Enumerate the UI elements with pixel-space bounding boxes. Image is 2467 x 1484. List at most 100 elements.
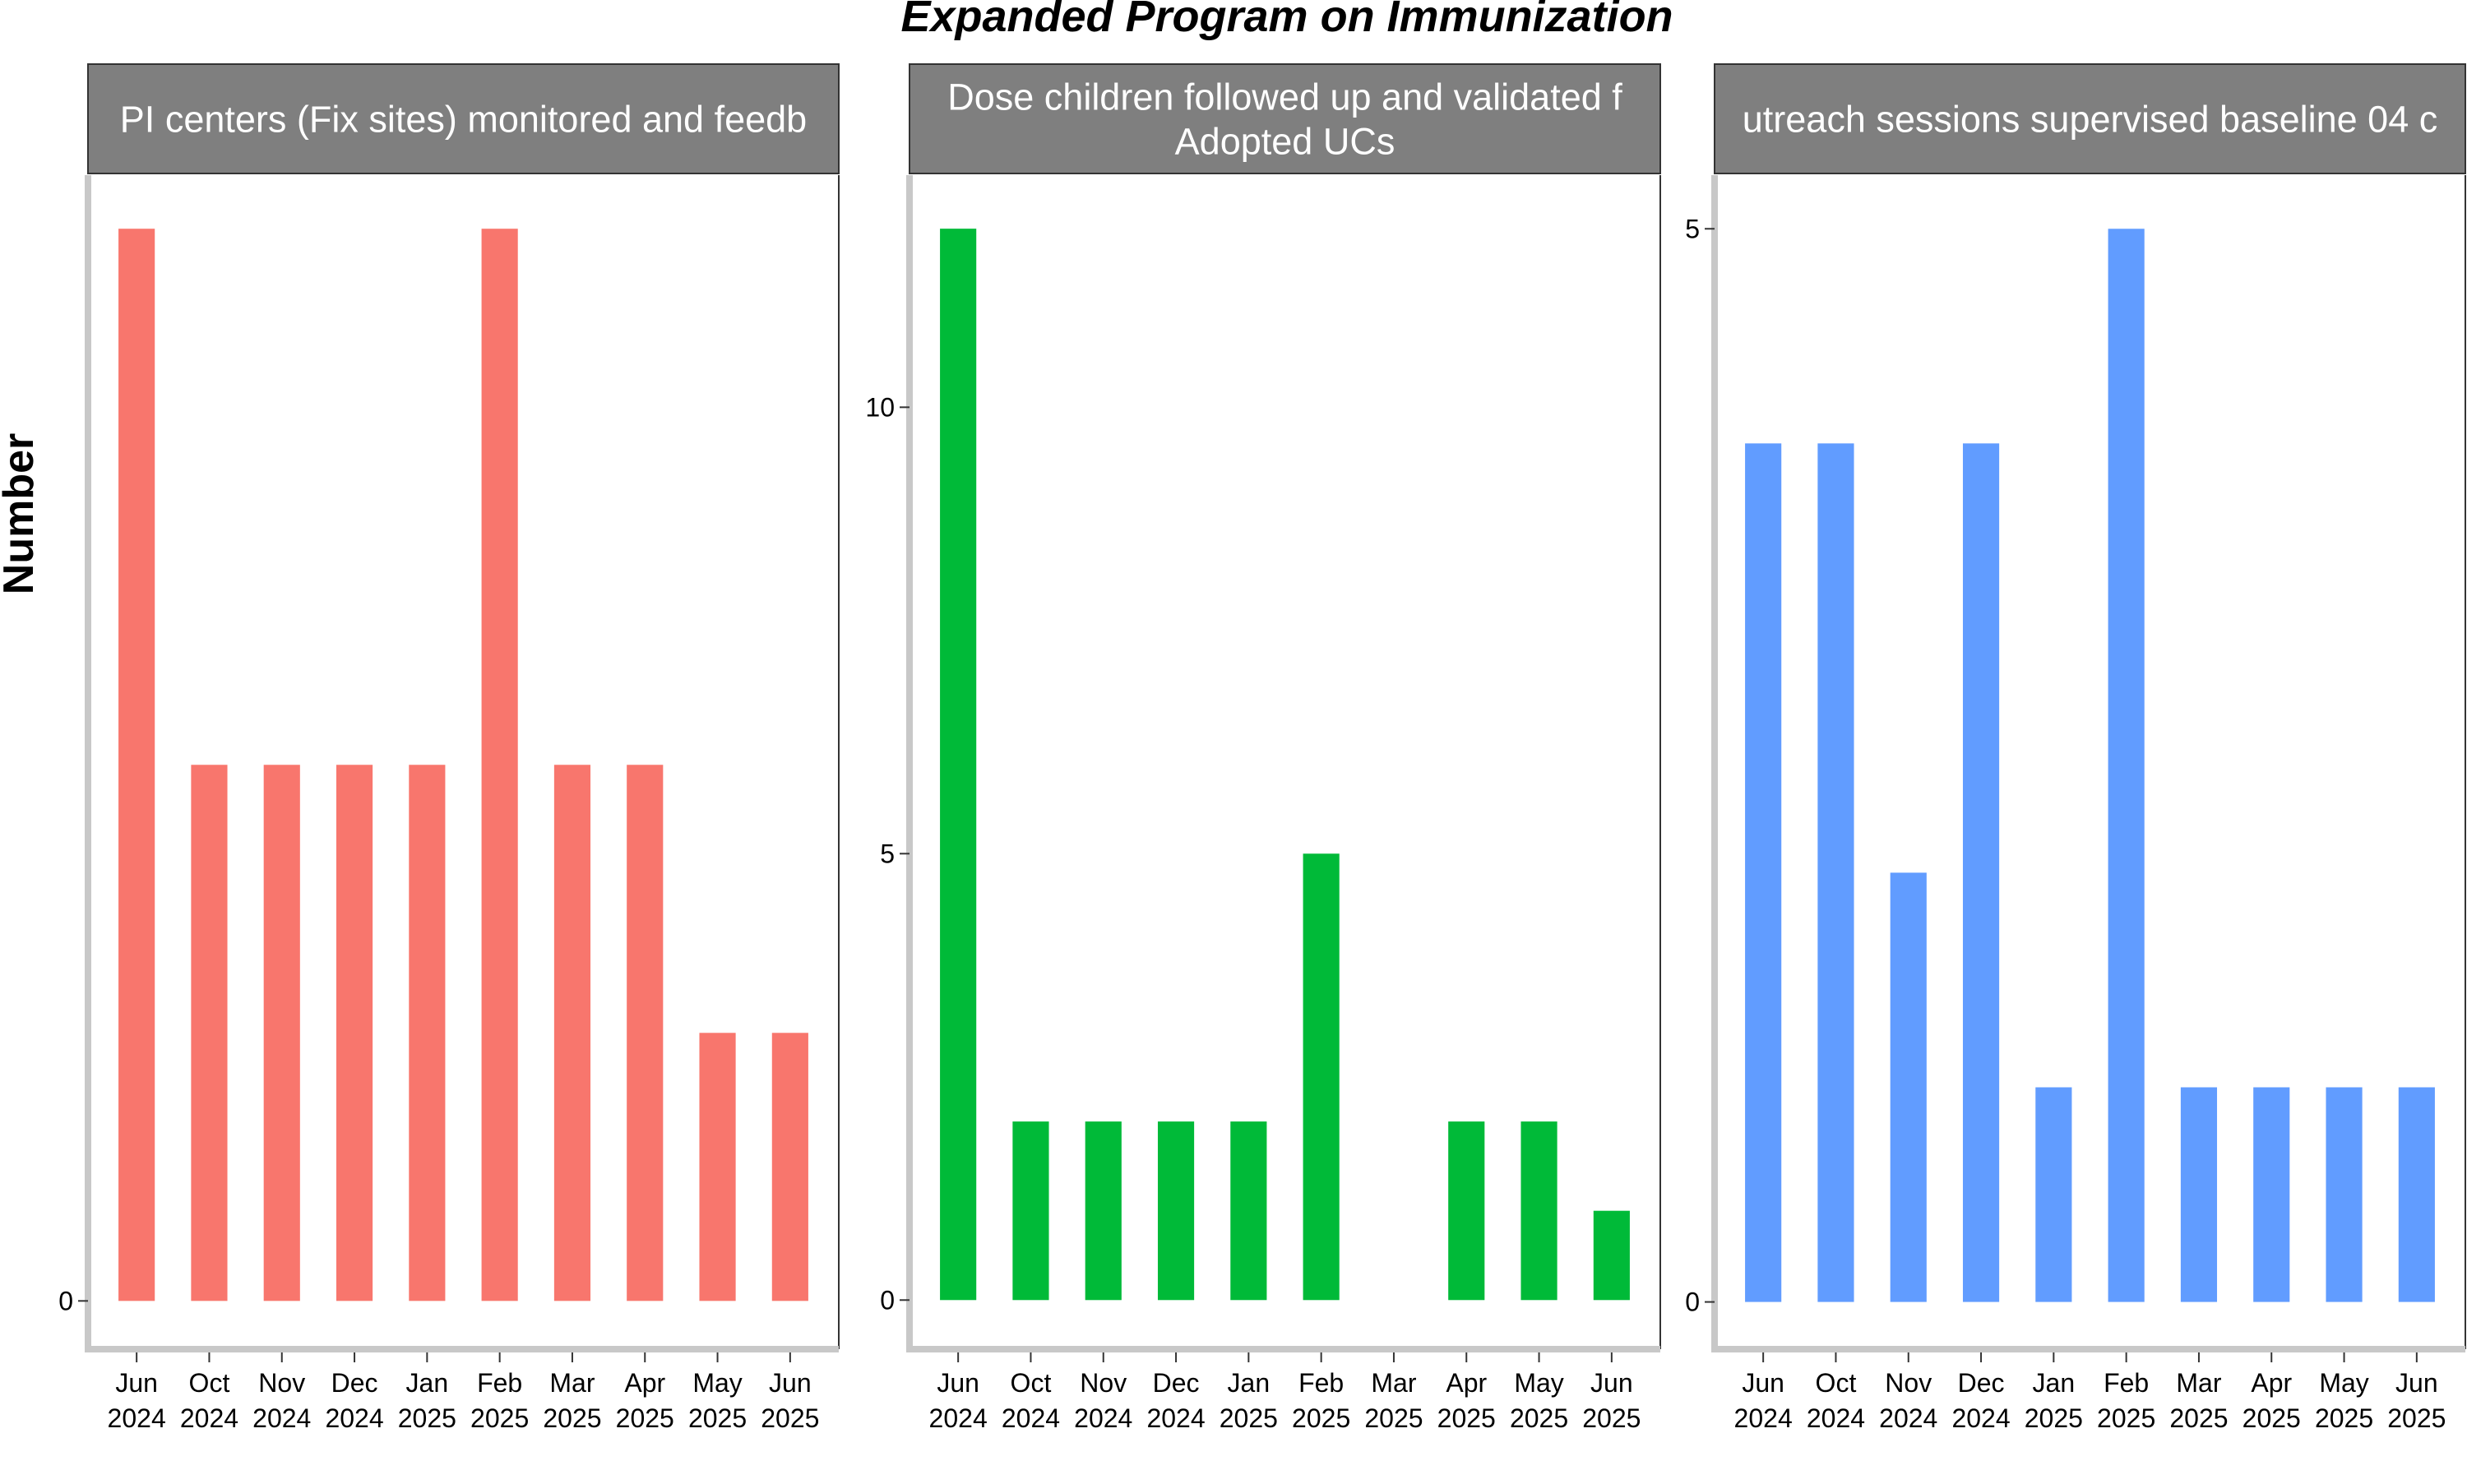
x-tick-label-month: Jun bbox=[769, 1368, 812, 1398]
x-tick-label-month: Feb bbox=[477, 1368, 522, 1398]
panel-title-line: Adopted UCs bbox=[1175, 121, 1395, 163]
panel-3: utreach sessions supervised baseline 04 … bbox=[1685, 63, 2466, 1433]
x-tick-label-year: 2025 bbox=[2025, 1403, 2083, 1433]
x-tick-label-year: 2025 bbox=[2387, 1403, 2446, 1433]
x-tick-label-year: 2025 bbox=[2243, 1403, 2301, 1433]
bar bbox=[1157, 1121, 1195, 1301]
x-tick-label-month: Jun bbox=[937, 1368, 979, 1398]
x-tick-label-year: 2024 bbox=[929, 1403, 988, 1433]
x-tick-label-year: 2025 bbox=[470, 1403, 529, 1433]
bar bbox=[771, 1033, 808, 1301]
y-axis-label: Number bbox=[0, 433, 43, 594]
x-tick-label-year: 2025 bbox=[1292, 1403, 1350, 1433]
panel-title-line: utreach sessions supervised baseline 04 … bbox=[1743, 99, 2438, 141]
x-tick-label-month: Jun bbox=[1742, 1368, 1784, 1398]
x-tick-label-month: Jan bbox=[406, 1368, 449, 1398]
x-tick-label-month: Nov bbox=[258, 1368, 305, 1398]
x-tick-label-year: 2025 bbox=[543, 1403, 601, 1433]
bar bbox=[2326, 1087, 2363, 1302]
x-tick-label-month: Jan bbox=[1228, 1368, 1271, 1398]
bar bbox=[627, 765, 664, 1301]
x-tick-label-year: 2024 bbox=[108, 1403, 166, 1433]
bar bbox=[1817, 443, 1854, 1302]
panels: PI centers (Fix sites) monitored and fee… bbox=[58, 63, 2466, 1433]
panel-title-line: PI centers (Fix sites) monitored and fee… bbox=[120, 99, 807, 141]
bar bbox=[2398, 1087, 2435, 1302]
x-tick-label-year: 2025 bbox=[616, 1403, 674, 1433]
bar bbox=[1448, 1121, 1485, 1301]
x-tick-label-year: 2025 bbox=[688, 1403, 747, 1433]
x-tick-label-year: 2024 bbox=[252, 1403, 311, 1433]
bar bbox=[263, 765, 300, 1301]
x-tick-label-month: Dec bbox=[331, 1368, 378, 1398]
x-tick-label-year: 2024 bbox=[1002, 1403, 1060, 1433]
bar bbox=[2253, 1087, 2290, 1302]
panel-strip bbox=[909, 63, 1661, 174]
panel-strip bbox=[87, 63, 840, 174]
bar bbox=[2035, 1087, 2072, 1302]
y-tick-label: 0 bbox=[1685, 1288, 1700, 1317]
x-tick-label-year: 2024 bbox=[1951, 1403, 2010, 1433]
panel-title: Dose children followed up and validated … bbox=[947, 76, 1622, 163]
bar bbox=[1593, 1210, 1630, 1301]
x-tick-label-month: May bbox=[692, 1368, 742, 1398]
bar bbox=[2108, 229, 2145, 1302]
x-tick-label-month: Dec bbox=[1153, 1368, 1200, 1398]
x-tick-label-month: Oct bbox=[1011, 1368, 1052, 1398]
bar bbox=[191, 765, 228, 1301]
bar bbox=[481, 229, 518, 1301]
x-tick-label-year: 2025 bbox=[1364, 1403, 1423, 1433]
x-tick-label-month: Mar bbox=[1371, 1368, 1416, 1398]
bar bbox=[336, 765, 373, 1301]
x-tick-label-year: 2025 bbox=[1582, 1403, 1641, 1433]
x-tick-label-year: 2025 bbox=[761, 1403, 819, 1433]
bar bbox=[940, 229, 977, 1301]
x-tick-label-year: 2025 bbox=[1437, 1403, 1496, 1433]
x-tick-label-month: May bbox=[2319, 1368, 2368, 1398]
x-tick-label-month: Apr bbox=[624, 1368, 665, 1398]
bar bbox=[699, 1033, 736, 1301]
bar bbox=[1890, 872, 1927, 1302]
x-tick-label-month: Jan bbox=[2033, 1368, 2076, 1398]
bar bbox=[118, 229, 155, 1301]
bar bbox=[409, 765, 446, 1301]
bar bbox=[1012, 1121, 1049, 1301]
x-tick-label-month: Feb bbox=[2104, 1368, 2149, 1398]
x-tick-label-month: Jun bbox=[2395, 1368, 2438, 1398]
chart-title: Expanded Program on Immunization bbox=[900, 0, 1673, 41]
x-tick-label-year: 2024 bbox=[1734, 1403, 1793, 1433]
x-tick-label-month: Mar bbox=[2176, 1368, 2221, 1398]
x-tick-label-year: 2025 bbox=[1510, 1403, 1568, 1433]
bar bbox=[553, 765, 591, 1301]
panel-1: PI centers (Fix sites) monitored and fee… bbox=[58, 63, 840, 1433]
x-tick-label-year: 2024 bbox=[180, 1403, 238, 1433]
x-tick-label-month: Apr bbox=[2251, 1368, 2292, 1398]
y-tick-label: 0 bbox=[58, 1286, 73, 1315]
x-tick-label-year: 2025 bbox=[1220, 1403, 1278, 1433]
x-tick-label-year: 2025 bbox=[2315, 1403, 2373, 1433]
x-tick-label-month: Nov bbox=[1885, 1368, 1932, 1398]
bar bbox=[1745, 443, 1782, 1302]
bar bbox=[1085, 1121, 1122, 1301]
y-tick-label: 5 bbox=[880, 839, 895, 868]
panel-title: PI centers (Fix sites) monitored and fee… bbox=[120, 99, 807, 141]
x-tick-label-month: Oct bbox=[189, 1368, 230, 1398]
bar bbox=[1962, 443, 2000, 1302]
bar bbox=[1303, 853, 1340, 1301]
y-tick-label: 5 bbox=[1685, 214, 1700, 243]
x-tick-label-month: Jun bbox=[1590, 1368, 1633, 1398]
panel-title-line: Dose children followed up and validated … bbox=[947, 76, 1622, 118]
x-tick-label-year: 2024 bbox=[1074, 1403, 1132, 1433]
x-tick-label-month: Oct bbox=[1816, 1368, 1857, 1398]
x-tick-label-month: Dec bbox=[1958, 1368, 2005, 1398]
x-tick-label-year: 2025 bbox=[398, 1403, 456, 1433]
x-tick-label-month: Feb bbox=[1298, 1368, 1344, 1398]
x-tick-label-month: Nov bbox=[1080, 1368, 1127, 1398]
y-tick-label: 0 bbox=[880, 1285, 895, 1315]
x-tick-label-month: Mar bbox=[549, 1368, 595, 1398]
panel-2: Dose children followed up and validated … bbox=[865, 63, 1661, 1433]
panel-strip bbox=[1714, 63, 2466, 174]
y-tick-label: 10 bbox=[865, 392, 895, 422]
